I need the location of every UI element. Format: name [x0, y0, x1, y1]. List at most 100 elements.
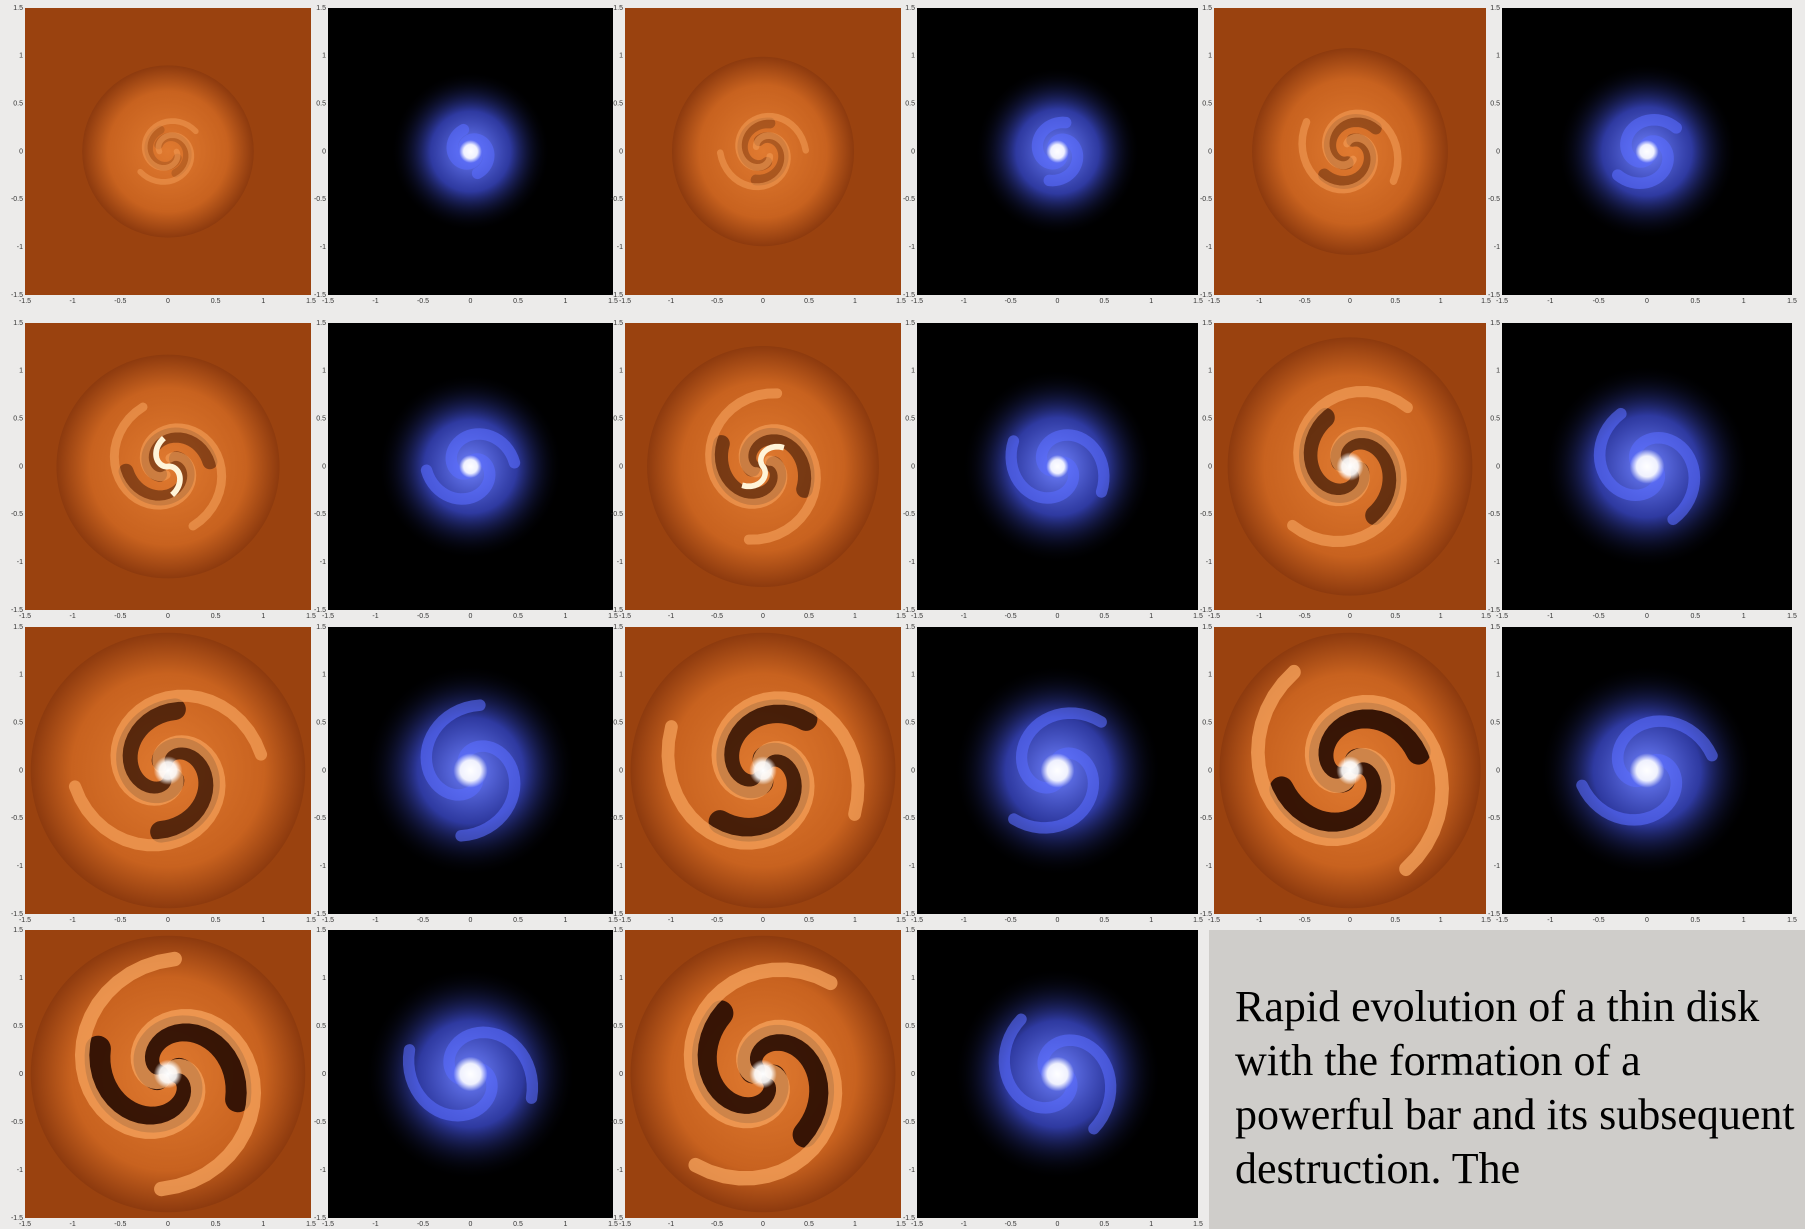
x-tick-label: 0.5 — [804, 298, 814, 305]
y-tick-label: 1 — [911, 53, 915, 60]
y-tick-label: -0.5 — [611, 1119, 623, 1126]
x-tick-label: -1 — [1256, 917, 1262, 924]
gas-density-panel — [1214, 323, 1486, 610]
core — [1336, 452, 1363, 481]
x-tick-label: 1 — [1742, 613, 1746, 620]
y-tick-label: -1 — [17, 863, 23, 870]
y-tick-label: 1.5 — [316, 320, 326, 327]
x-tick-label: -1.5 — [19, 1221, 31, 1228]
y-tick-label: -1 — [617, 559, 623, 566]
y-tick-label: 1.5 — [1490, 320, 1500, 327]
y-tick-label: 0.5 — [613, 416, 623, 423]
y-tick-label: -1.5 — [11, 911, 23, 918]
core — [453, 1057, 487, 1092]
x-tick-label: -1.5 — [619, 613, 631, 620]
y-tick-label: -0.5 — [611, 815, 623, 822]
x-tick-label: 1 — [853, 298, 857, 305]
x-tick-label: 0 — [1056, 917, 1060, 924]
x-tick-label: 0.5 — [211, 613, 221, 620]
x-tick-label: -1 — [70, 1221, 76, 1228]
y-tick-label: -0.5 — [11, 511, 23, 518]
y-tick-label: -1 — [617, 863, 623, 870]
x-tick-label: 0.5 — [1690, 917, 1700, 924]
y-tick-label: 1 — [1496, 53, 1500, 60]
x-tick-label: 1.5 — [306, 613, 316, 620]
x-tick-label: -1.5 — [1208, 613, 1220, 620]
x-tick-label: 1.5 — [1193, 613, 1203, 620]
x-tick-label: 1 — [1742, 917, 1746, 924]
x-tick-label: 0.5 — [513, 917, 523, 924]
y-tick-label: -1.5 — [11, 607, 23, 614]
x-tick-label: 1.5 — [608, 298, 618, 305]
y-tick-label: -1.5 — [314, 607, 326, 614]
y-tick-label: 0.5 — [613, 720, 623, 727]
x-tick-label: 0 — [166, 917, 170, 924]
caption-text: Rapid evolution of a thin disk with the … — [1235, 980, 1805, 1196]
x-tick-label: 0 — [1645, 613, 1649, 620]
x-tick-label: 1 — [564, 298, 568, 305]
y-tick-label: 0.5 — [905, 416, 915, 423]
x-tick-label: 1.5 — [306, 917, 316, 924]
stellar-density-panel — [917, 930, 1198, 1218]
gas-density-panel — [25, 930, 311, 1218]
y-tick-label: -0.5 — [1488, 815, 1500, 822]
y-tick-label: 0 — [322, 148, 326, 155]
x-tick-label: -1.5 — [19, 917, 31, 924]
y-tick-label: -0.5 — [1200, 511, 1212, 518]
y-tick-label: -1 — [909, 244, 915, 251]
core — [1041, 753, 1075, 787]
y-tick-label: 0.5 — [316, 416, 326, 423]
y-tick-label: -0.5 — [314, 1119, 326, 1126]
x-tick-label: 0.5 — [1690, 298, 1700, 305]
y-tick-label: -0.5 — [611, 511, 623, 518]
y-tick-label: -0.5 — [11, 1119, 23, 1126]
y-tick-label: 0 — [619, 463, 623, 470]
x-tick-label: -0.5 — [417, 298, 429, 305]
y-tick-label: -1 — [617, 244, 623, 251]
y-tick-label: 1 — [911, 672, 915, 679]
y-tick-label: -0.5 — [1200, 815, 1212, 822]
x-tick-label: 0.5 — [804, 1221, 814, 1228]
x-tick-label: 1.5 — [1193, 298, 1203, 305]
x-tick-label: -0.5 — [1593, 917, 1605, 924]
core — [154, 756, 183, 785]
y-tick-label: 0.5 — [613, 1023, 623, 1030]
y-tick-label: -1 — [320, 1167, 326, 1174]
y-tick-label: 1.5 — [1202, 320, 1212, 327]
x-tick-label: 1.5 — [1787, 613, 1797, 620]
stellar-density-panel — [1502, 627, 1792, 914]
x-tick-label: -1 — [1547, 298, 1553, 305]
x-tick-label: 1.5 — [1787, 917, 1797, 924]
y-tick-label: -1 — [17, 559, 23, 566]
x-tick-label: -0.5 — [1005, 1221, 1017, 1228]
x-tick-label: 1 — [1439, 298, 1443, 305]
y-tick-label: -1 — [909, 559, 915, 566]
x-tick-label: 0.5 — [1390, 917, 1400, 924]
y-tick-label: -0.5 — [1200, 196, 1212, 203]
y-tick-label: 1.5 — [613, 927, 623, 934]
x-tick-label: -0.5 — [417, 613, 429, 620]
y-tick-label: 0 — [322, 463, 326, 470]
x-tick-label: 0.5 — [1099, 613, 1109, 620]
core — [1041, 1057, 1075, 1092]
y-tick-label: -1 — [909, 1167, 915, 1174]
y-tick-label: 0 — [1208, 767, 1212, 774]
x-tick-label: -0.5 — [1005, 613, 1017, 620]
x-tick-label: 1 — [1439, 917, 1443, 924]
y-tick-label: -1.5 — [1488, 607, 1500, 614]
x-tick-label: -1 — [70, 917, 76, 924]
y-tick-label: 1 — [19, 368, 23, 375]
x-tick-label: 1 — [853, 613, 857, 620]
y-tick-label: 0 — [1496, 463, 1500, 470]
x-tick-label: -1.5 — [619, 1221, 631, 1228]
core — [1336, 756, 1363, 785]
y-tick-label: -0.5 — [1488, 196, 1500, 203]
stellar-density-panel — [328, 8, 613, 295]
stellar-density-panel — [917, 627, 1198, 914]
y-tick-label: 0.5 — [13, 1023, 23, 1030]
y-tick-label: -1.5 — [314, 292, 326, 299]
y-tick-label: 0.5 — [1490, 101, 1500, 108]
y-tick-label: 1.5 — [905, 624, 915, 631]
x-tick-label: 1 — [853, 917, 857, 924]
x-tick-label: -1 — [961, 1221, 967, 1228]
